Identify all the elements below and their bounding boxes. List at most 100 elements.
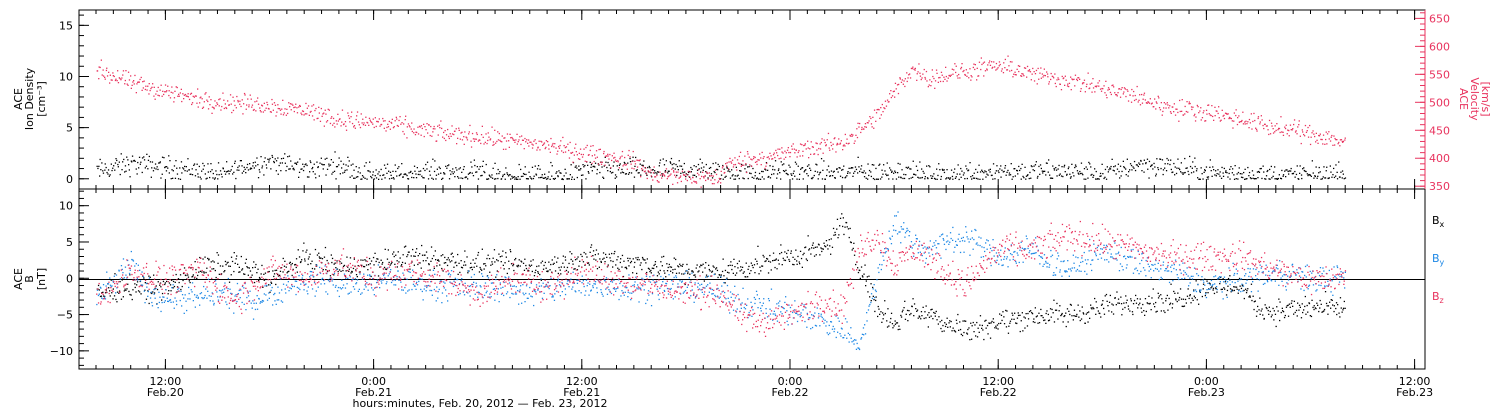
point-by — [324, 265, 326, 267]
point-bx — [1275, 325, 1277, 328]
point-bx — [1284, 314, 1286, 317]
point-density — [200, 178, 202, 180]
point-velocity — [534, 139, 536, 141]
point-velocity — [519, 136, 521, 138]
point-by — [224, 282, 226, 284]
point-velocity — [946, 80, 948, 82]
point-velocity — [603, 150, 605, 153]
point-density — [317, 166, 319, 169]
point-bx — [597, 253, 599, 255]
point-velocity — [1315, 132, 1317, 134]
point-velocity — [1242, 111, 1244, 113]
point-bx — [255, 263, 257, 266]
point-density — [1000, 165, 1002, 167]
point-velocity — [1085, 85, 1088, 88]
point-by — [496, 274, 498, 276]
point-density — [1254, 178, 1256, 180]
point-bx — [617, 256, 619, 258]
point-velocity — [325, 121, 328, 123]
point-density — [372, 171, 374, 173]
point-by — [397, 270, 399, 272]
point-bx — [756, 263, 758, 265]
point-bx — [420, 267, 422, 269]
point-velocity — [408, 125, 410, 127]
point-bx — [622, 275, 625, 278]
point-density — [858, 166, 860, 168]
point-by — [236, 282, 239, 285]
point-density — [277, 157, 279, 159]
point-bx — [259, 278, 261, 280]
point-by — [184, 294, 186, 296]
point-velocity — [480, 142, 482, 145]
point-density — [798, 178, 800, 180]
point-velocity — [197, 88, 199, 90]
point-density — [610, 172, 613, 174]
point-velocity — [102, 69, 104, 71]
point-by — [116, 287, 118, 289]
point-velocity — [1165, 103, 1167, 105]
point-velocity — [286, 108, 288, 110]
point-bx — [388, 261, 390, 264]
point-velocity — [619, 158, 621, 160]
point-density — [1222, 172, 1224, 174]
point-bx — [637, 256, 639, 259]
point-density — [321, 163, 323, 165]
point-velocity — [965, 69, 967, 71]
point-bx — [203, 271, 205, 273]
point-velocity — [1337, 143, 1339, 145]
point-bx — [611, 252, 613, 255]
point-bx — [852, 247, 854, 250]
point-bx — [98, 289, 100, 291]
point-velocity — [541, 141, 543, 143]
point-density — [731, 175, 733, 177]
point-velocity — [636, 159, 638, 161]
point-velocity — [161, 95, 163, 97]
point-bx — [172, 280, 175, 283]
point-bx — [833, 234, 835, 236]
point-bx — [300, 261, 302, 263]
point-velocity — [856, 128, 858, 130]
point-by — [229, 288, 231, 290]
point-bx — [389, 264, 391, 266]
point-velocity — [181, 100, 183, 103]
point-velocity — [1191, 108, 1193, 111]
point-bx — [217, 254, 220, 256]
point-bx — [1276, 306, 1278, 308]
point-bx — [334, 262, 336, 264]
point-velocity — [229, 94, 232, 96]
point-bx — [654, 261, 657, 263]
point-velocity — [717, 181, 719, 184]
point-velocity — [961, 63, 963, 65]
point-velocity — [113, 75, 115, 78]
point-bx — [435, 259, 437, 261]
point-velocity — [1074, 74, 1077, 76]
point-velocity — [929, 79, 931, 81]
point-velocity — [1009, 61, 1012, 63]
point-bx — [155, 285, 157, 287]
point-velocity — [348, 117, 351, 119]
point-density — [269, 157, 271, 160]
point-by — [179, 299, 181, 302]
point-velocity — [1186, 101, 1188, 103]
point-density — [881, 176, 883, 178]
point-velocity — [368, 117, 371, 119]
point-density — [139, 163, 141, 165]
point-velocity — [888, 101, 890, 103]
point-bx — [545, 267, 547, 269]
point-density — [917, 176, 919, 178]
point-by — [372, 289, 374, 291]
point-velocity — [1153, 106, 1155, 108]
point-velocity — [543, 142, 546, 144]
point-density — [246, 166, 248, 169]
point-by — [327, 293, 329, 295]
point-bx — [298, 256, 301, 258]
point-by — [460, 279, 462, 282]
point-velocity — [1123, 87, 1126, 89]
point-density — [305, 163, 307, 165]
point-bx — [477, 251, 480, 254]
point-velocity — [609, 153, 611, 156]
point-density — [351, 175, 353, 177]
point-velocity — [1003, 62, 1005, 64]
point-bx — [692, 271, 694, 273]
point-velocity — [1023, 75, 1025, 77]
